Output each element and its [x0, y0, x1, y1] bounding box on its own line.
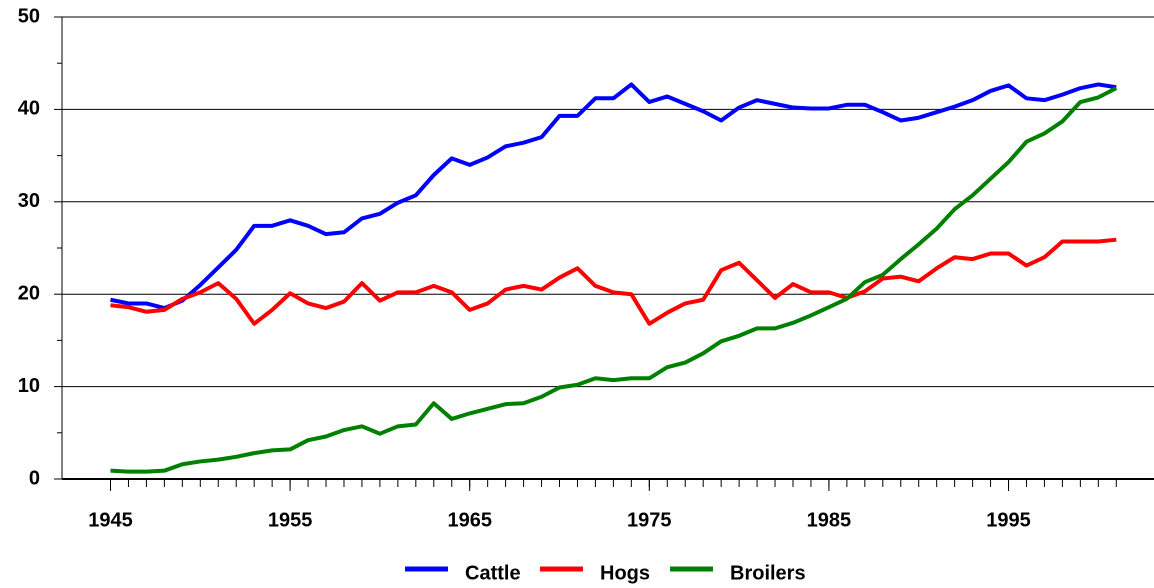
y-tick-label: 30	[18, 190, 40, 212]
x-tick-label: 1995	[986, 509, 1031, 531]
legend-label: Cattle	[465, 562, 521, 584]
series-line	[110, 237, 1117, 326]
series-line	[110, 82, 1117, 311]
y-tick-label: 10	[18, 375, 40, 397]
legend-label: Broilers	[730, 562, 806, 584]
y-tick-label: 50	[18, 5, 40, 27]
x-tick-label: 1945	[88, 509, 133, 531]
y-tick-label: 20	[18, 282, 40, 304]
x-tick-label: 1965	[447, 509, 492, 531]
y-tick-label: 0	[29, 467, 40, 489]
series-line	[110, 86, 1118, 474]
legend-label: Hogs	[600, 562, 650, 584]
y-tick-label: 40	[18, 98, 40, 120]
x-tick-label: 1955	[268, 509, 313, 531]
x-tick-label: 1985	[807, 509, 852, 531]
x-tick-label: 1975	[627, 509, 672, 531]
